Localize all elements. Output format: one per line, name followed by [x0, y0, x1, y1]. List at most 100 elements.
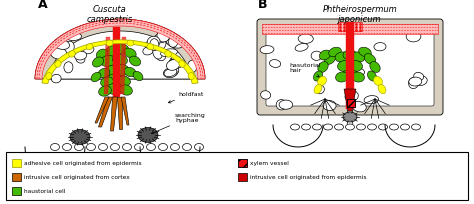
Ellipse shape [356, 124, 365, 130]
Ellipse shape [64, 62, 73, 73]
Polygon shape [42, 41, 198, 84]
Bar [238, 159, 247, 167]
Ellipse shape [409, 78, 422, 86]
Ellipse shape [112, 55, 128, 66]
Ellipse shape [129, 57, 141, 67]
Ellipse shape [84, 47, 94, 54]
Ellipse shape [106, 41, 113, 47]
Ellipse shape [99, 86, 111, 97]
Polygon shape [50, 32, 190, 80]
Polygon shape [35, 20, 205, 80]
Ellipse shape [153, 48, 163, 60]
Ellipse shape [118, 76, 130, 87]
Ellipse shape [411, 124, 420, 130]
Ellipse shape [164, 69, 177, 77]
Ellipse shape [335, 124, 344, 130]
Ellipse shape [135, 144, 144, 151]
Ellipse shape [279, 101, 292, 110]
Bar [347, 100, 355, 108]
Ellipse shape [351, 53, 365, 63]
Ellipse shape [352, 73, 365, 83]
Ellipse shape [364, 54, 376, 65]
Bar [12, 173, 21, 181]
Ellipse shape [311, 52, 322, 61]
Bar [12, 187, 21, 195]
Ellipse shape [69, 51, 75, 58]
Ellipse shape [168, 35, 178, 47]
Ellipse shape [367, 72, 376, 82]
Ellipse shape [415, 76, 427, 86]
Polygon shape [35, 20, 205, 80]
Bar [238, 173, 247, 181]
Ellipse shape [127, 41, 134, 47]
Ellipse shape [409, 78, 419, 89]
Ellipse shape [367, 124, 376, 130]
Ellipse shape [64, 42, 74, 54]
Text: holdfast: holdfast [168, 92, 203, 103]
Ellipse shape [115, 65, 129, 76]
Ellipse shape [182, 144, 191, 151]
Ellipse shape [379, 124, 388, 130]
Ellipse shape [406, 32, 421, 43]
Ellipse shape [188, 61, 197, 73]
Text: intrusive cell originated from epidermis: intrusive cell originated from epidermis [250, 175, 366, 180]
Ellipse shape [323, 124, 332, 130]
Polygon shape [95, 98, 109, 123]
Polygon shape [113, 28, 120, 98]
Ellipse shape [51, 48, 67, 60]
Text: hasutorial
hair: hasutorial hair [289, 62, 320, 78]
Ellipse shape [110, 144, 119, 151]
Ellipse shape [194, 144, 203, 151]
Ellipse shape [276, 100, 287, 110]
Ellipse shape [169, 59, 184, 69]
Ellipse shape [106, 84, 124, 95]
Ellipse shape [188, 73, 194, 80]
Ellipse shape [105, 66, 119, 77]
Polygon shape [121, 98, 129, 125]
Ellipse shape [414, 73, 424, 81]
Ellipse shape [336, 73, 348, 83]
Ellipse shape [342, 70, 358, 81]
Ellipse shape [343, 112, 357, 122]
Ellipse shape [347, 61, 363, 72]
Ellipse shape [378, 85, 386, 94]
Ellipse shape [86, 144, 95, 151]
Ellipse shape [359, 48, 371, 58]
Text: intrusive cell originated from cortex: intrusive cell originated from cortex [24, 175, 130, 180]
Ellipse shape [143, 47, 154, 56]
Text: haustorial cell: haustorial cell [24, 188, 65, 194]
Ellipse shape [179, 61, 185, 68]
Ellipse shape [99, 144, 108, 151]
Text: xylem vessel: xylem vessel [250, 161, 289, 166]
Ellipse shape [61, 38, 71, 45]
Ellipse shape [337, 61, 353, 72]
Ellipse shape [169, 57, 180, 69]
Ellipse shape [335, 53, 349, 63]
Polygon shape [346, 23, 354, 110]
Ellipse shape [315, 85, 324, 94]
Ellipse shape [51, 75, 61, 83]
Ellipse shape [74, 144, 83, 151]
Ellipse shape [370, 62, 380, 73]
Text: Phtheirospermum
japonicum: Phtheirospermum japonicum [323, 5, 397, 24]
Polygon shape [120, 38, 126, 94]
Polygon shape [110, 98, 118, 131]
Ellipse shape [343, 51, 357, 61]
Text: Cuscuta
campestris: Cuscuta campestris [87, 5, 133, 24]
FancyBboxPatch shape [266, 33, 434, 106]
Ellipse shape [133, 72, 143, 81]
Ellipse shape [124, 68, 136, 77]
Polygon shape [104, 38, 110, 94]
Polygon shape [338, 23, 362, 32]
Ellipse shape [146, 144, 155, 151]
Ellipse shape [51, 144, 60, 151]
Ellipse shape [147, 37, 160, 48]
Polygon shape [262, 25, 438, 35]
Ellipse shape [63, 144, 72, 151]
Ellipse shape [66, 34, 82, 41]
Ellipse shape [124, 49, 136, 59]
Ellipse shape [364, 96, 378, 104]
Ellipse shape [401, 124, 410, 130]
Ellipse shape [165, 51, 172, 58]
Ellipse shape [115, 45, 129, 55]
